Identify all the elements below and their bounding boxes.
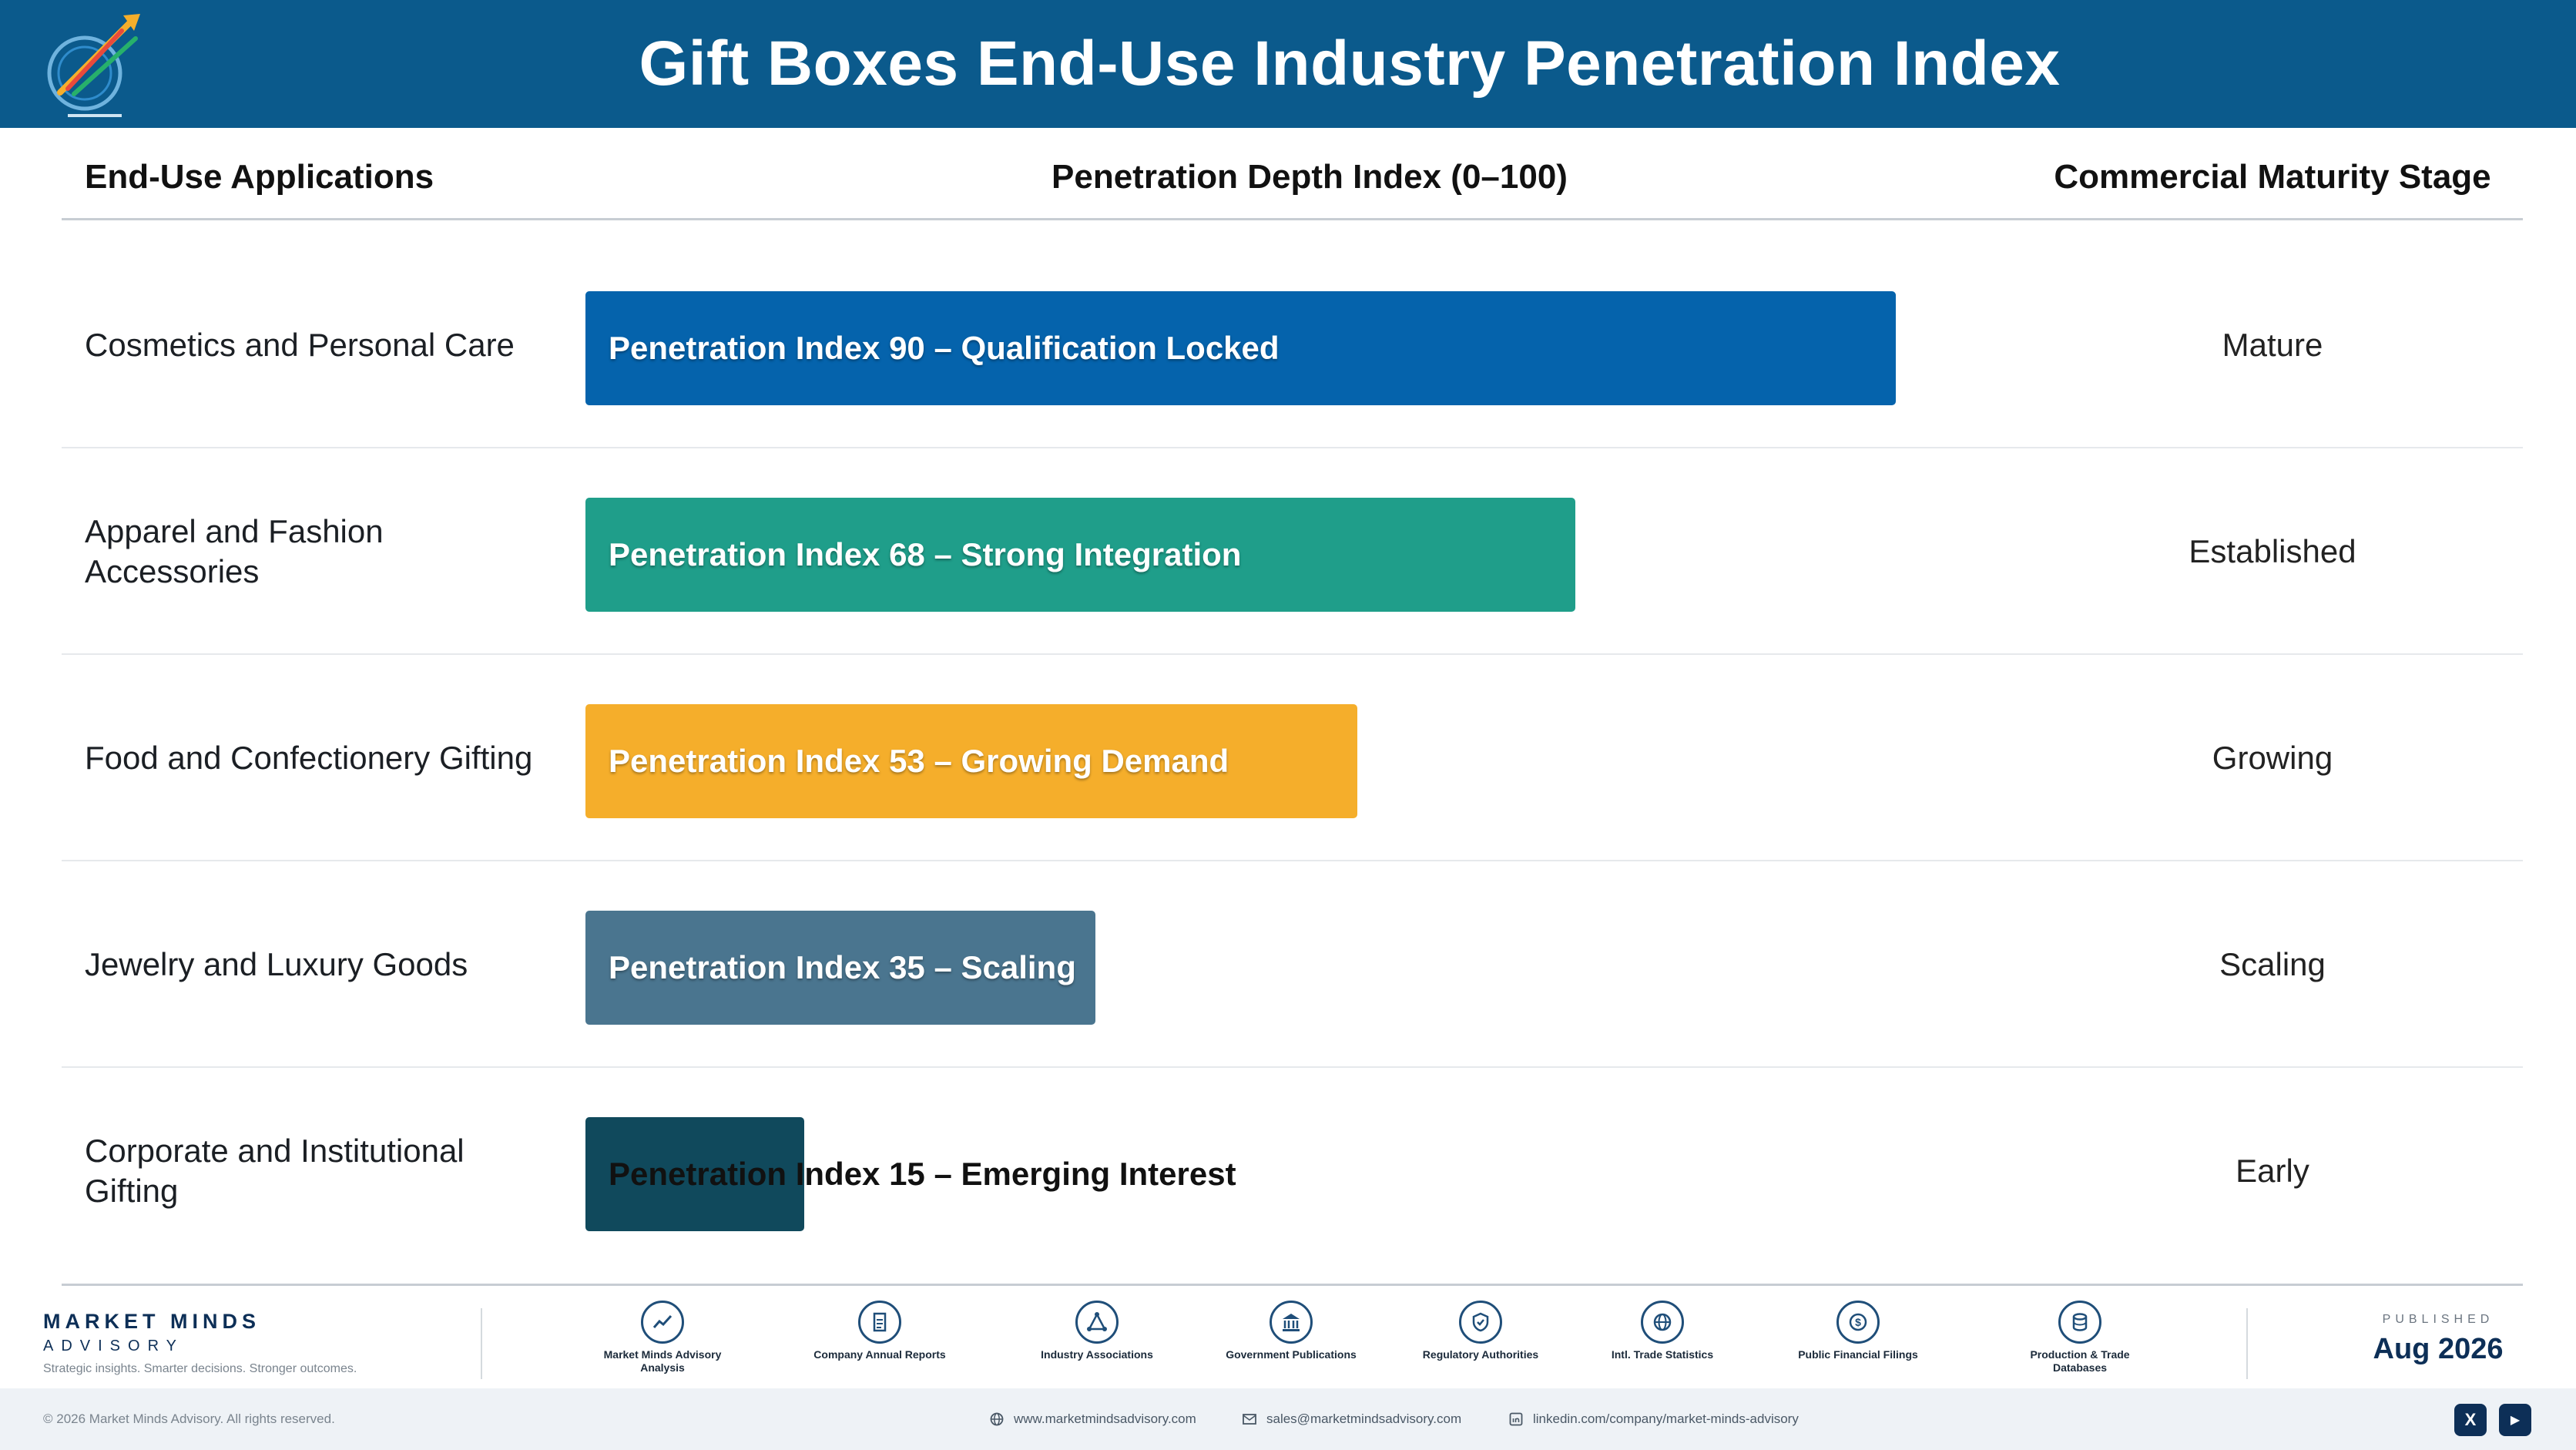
maturity-stage: Scaling [2219, 946, 2326, 982]
trend-chart-icon [641, 1301, 684, 1344]
brand-name: MARKET MINDS [43, 1310, 260, 1333]
chart-row: Apparel and Fashion Accessories Penetrati… [62, 448, 2523, 655]
source-label: Government Publications [1226, 1348, 1357, 1361]
linkedin-link[interactable]: linkedin.com/company/market-minds-adviso… [1508, 1388, 1799, 1450]
maturity-stage: Mature [2222, 327, 2323, 363]
category-label: Jewelry and Luxury Goods [85, 946, 468, 982]
svg-text:$: $ [1855, 1316, 1861, 1328]
source-item: Government Publications [1214, 1301, 1368, 1361]
shield-check-icon [1459, 1301, 1502, 1344]
sources-list: Market Minds Advisory Analysis Company A… [585, 1301, 2203, 1385]
linkedin-icon [1509, 1412, 1523, 1426]
source-label: Production & Trade Databases [2030, 1348, 2130, 1374]
website-link[interactable]: www.marketmindsadvisory.com [989, 1388, 1196, 1450]
source-item: Regulatory Authorities [1404, 1301, 1558, 1361]
bar-data-label: Penetration Index 90 – Qualification Loc… [609, 330, 1280, 366]
column-header-applications: End-Use Applications [85, 158, 434, 196]
published-label: PUBLISHED [2382, 1313, 2494, 1326]
source-item: Production & Trade Databases [2003, 1301, 2157, 1374]
chart-row: Corporate and Institutional Gifting Penet… [62, 1068, 2523, 1274]
website-text: www.marketmindsadvisory.com [1014, 1411, 1196, 1426]
source-item: Intl. Trade Statistics [1585, 1301, 1739, 1361]
globe-icon [1641, 1301, 1684, 1344]
government-building-icon [1270, 1301, 1313, 1344]
penetration-bar [585, 911, 1095, 1025]
bar-track: Penetration Index 68 – Strong Integratio… [585, 448, 2041, 655]
penetration-bar [585, 704, 1357, 818]
source-label: Company Annual Reports [813, 1348, 946, 1361]
source-item: Industry Associations [1020, 1301, 1174, 1361]
category-label: Corporate and Institutional Gifting [85, 1133, 465, 1209]
email-text: sales@marketmindsadvisory.com [1266, 1411, 1462, 1426]
bar-track: Penetration Index 53 – Growing Demand [585, 655, 2041, 861]
column-header-stage: Commercial Maturity Stage [2054, 158, 2491, 196]
row-divider [62, 1066, 2523, 1068]
footer: MARKET MINDS ADVISORY Strategic insights… [0, 1294, 2576, 1388]
bar-data-label: Penetration Index 15 – Emerging Interest [609, 1156, 1236, 1192]
globe-icon [990, 1412, 1004, 1426]
footer-divider-left [481, 1308, 482, 1379]
maturity-stage: Early [2236, 1153, 2309, 1189]
brand-tagline: Strategic insights. Smarter decisions. S… [43, 1362, 357, 1375]
linkedin-text: linkedin.com/company/market-minds-adviso… [1533, 1411, 1799, 1426]
email-link[interactable]: sales@marketmindsadvisory.com [1242, 1388, 1461, 1450]
category-label: Apparel and Fashion Accessories [85, 513, 384, 589]
source-label: Market Minds Advisory Analysis [603, 1348, 722, 1374]
bar-data-label: Penetration Index 68 – Strong Integratio… [609, 536, 1242, 572]
source-label: Public Financial Filings [1798, 1348, 1918, 1361]
row-divider [62, 447, 2523, 448]
page-title: Gift Boxes End-Use Industry Penetration … [639, 29, 2061, 99]
category-label: Food and Confectionery Gifting [85, 740, 533, 776]
footer-divider [62, 1284, 2523, 1286]
source-item: Company Annual Reports [803, 1301, 957, 1361]
source-label: Industry Associations [1041, 1348, 1153, 1361]
source-label: Intl. Trade Statistics [1611, 1348, 1714, 1361]
source-item: $ Public Financial Filings [1781, 1301, 1935, 1361]
bar-track: Penetration Index 35 – Scaling [585, 861, 2041, 1068]
bar-data-label: Penetration Index 53 – Growing Demand [609, 743, 1229, 779]
published-date: Aug 2026 [2373, 1333, 2504, 1365]
youtube-icon[interactable]: ▶ [2499, 1404, 2531, 1436]
row-divider [62, 860, 2523, 861]
footer-divider-right [2246, 1308, 2248, 1379]
chart-row: Food and Confectionery Gifting Penetratio… [62, 655, 2523, 861]
penetration-bar [585, 291, 1896, 405]
column-header-index: Penetration Depth Index (0–100) [1052, 158, 1568, 196]
copyright-text: © 2026 Market Minds Advisory. All rights… [43, 1411, 335, 1426]
maturity-stage: Established [2189, 533, 2356, 569]
category-label: Cosmetics and Personal Care [85, 327, 515, 363]
chart-row: Cosmetics and Personal Care Penetration I… [62, 242, 2523, 448]
chart-row: Jewelry and Luxury Goods Penetration Inde… [62, 861, 2523, 1068]
network-icon [1075, 1301, 1119, 1344]
bar-track: Penetration Index 15 – Emerging Interest [585, 1068, 2041, 1274]
bottom-bar: © 2026 Market Minds Advisory. All rights… [0, 1388, 2576, 1450]
header-banner: Gift Boxes End-Use Industry Penetration … [0, 0, 2576, 128]
market-minds-logo-icon[interactable] [37, 8, 153, 123]
row-divider [62, 653, 2523, 655]
bar-track: Penetration Index 90 – Qualification Loc… [585, 242, 2041, 448]
x-icon[interactable]: X [2454, 1404, 2487, 1436]
maturity-stage: Growing [2212, 740, 2333, 776]
penetration-bar [585, 498, 1575, 612]
header-divider [62, 218, 2523, 220]
penetration-bar [585, 1117, 804, 1231]
source-item: Market Minds Advisory Analysis [585, 1301, 740, 1374]
source-label: Regulatory Authorities [1422, 1348, 1539, 1361]
database-icon [2058, 1301, 2101, 1344]
dollar-coin-icon: $ [1836, 1301, 1880, 1344]
document-icon [858, 1301, 901, 1344]
bar-data-label: Penetration Index 35 – Scaling [609, 949, 1076, 985]
brand-subtitle: ADVISORY [43, 1338, 184, 1354]
mail-icon [1243, 1414, 1256, 1425]
